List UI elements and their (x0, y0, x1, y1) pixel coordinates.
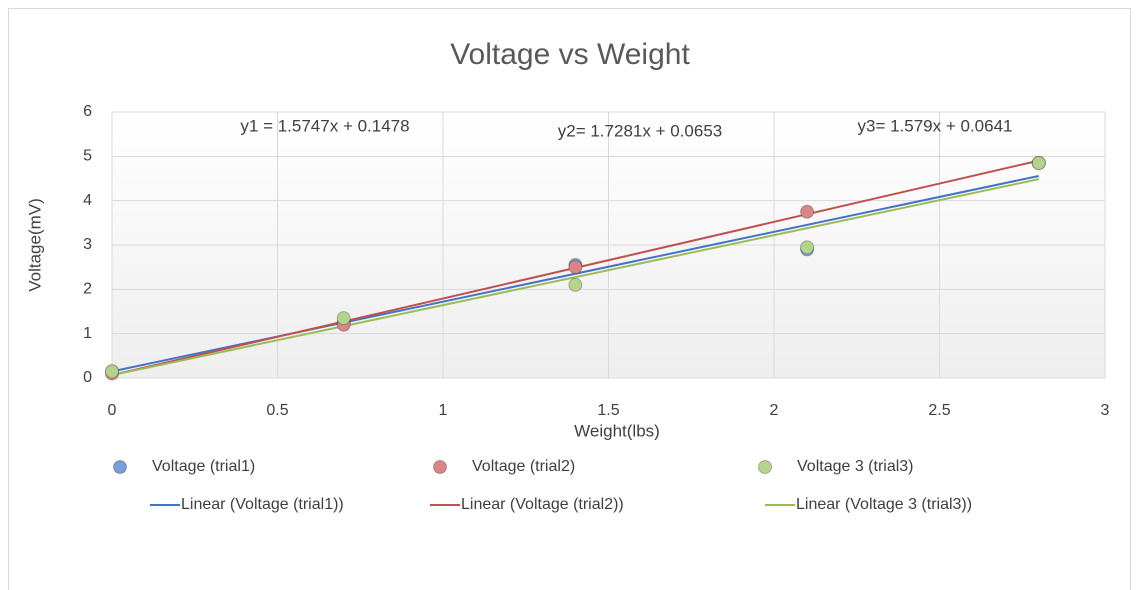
y-tick-label: 2 (83, 281, 92, 298)
data-point (336, 311, 351, 326)
legend-label: Linear (Voltage (trial1)) (181, 496, 344, 513)
legend-marker (758, 460, 772, 474)
legend-label: Voltage (trial2) (472, 458, 575, 475)
y-tick-label: 3 (83, 236, 92, 253)
y-tick-label: 6 (83, 103, 92, 120)
data-point (568, 277, 583, 292)
y-tick-label: 5 (83, 148, 92, 165)
legend-marker (113, 460, 127, 474)
annotation: y2= 1.7281x + 0.0653 (558, 121, 722, 140)
data-point (568, 260, 583, 275)
chart-border (8, 8, 1131, 590)
trend-line (111, 178, 1040, 377)
legend-label: Voltage 3 (trial3) (797, 458, 914, 475)
y-axis-title: Voltage(mV) (25, 198, 44, 292)
x-tick-label: 0.5 (266, 402, 288, 419)
legend-marker (433, 460, 447, 474)
data-point (800, 240, 815, 255)
y-tick-label: 1 (83, 325, 92, 342)
data-point (105, 364, 119, 379)
annotation: y1 = 1.5747x + 0.1478 (240, 116, 409, 135)
legend-label: Linear (Voltage 3 (trial3)) (796, 496, 972, 513)
y-tick-label: 0 (83, 369, 92, 386)
annotation: y3= 1.579x + 0.0641 (857, 116, 1012, 135)
x-tick-label: 3 (1101, 402, 1110, 419)
data-point (800, 204, 815, 219)
x-tick-label: 1 (439, 402, 448, 419)
x-tick-label: 2 (770, 402, 779, 419)
chart-title: Voltage vs Weight (450, 38, 690, 71)
y-tick-label: 4 (83, 192, 92, 209)
x-tick-label: 0 (108, 402, 117, 419)
legend-label: Linear (Voltage (trial2)) (461, 496, 624, 513)
x-axis-title: Weight(lbs) (574, 421, 660, 440)
data-point (1031, 155, 1046, 170)
legend-label: Voltage (trial1) (152, 458, 255, 475)
x-tick-label: 2.5 (928, 402, 950, 419)
x-tick-label: 1.5 (597, 402, 619, 419)
